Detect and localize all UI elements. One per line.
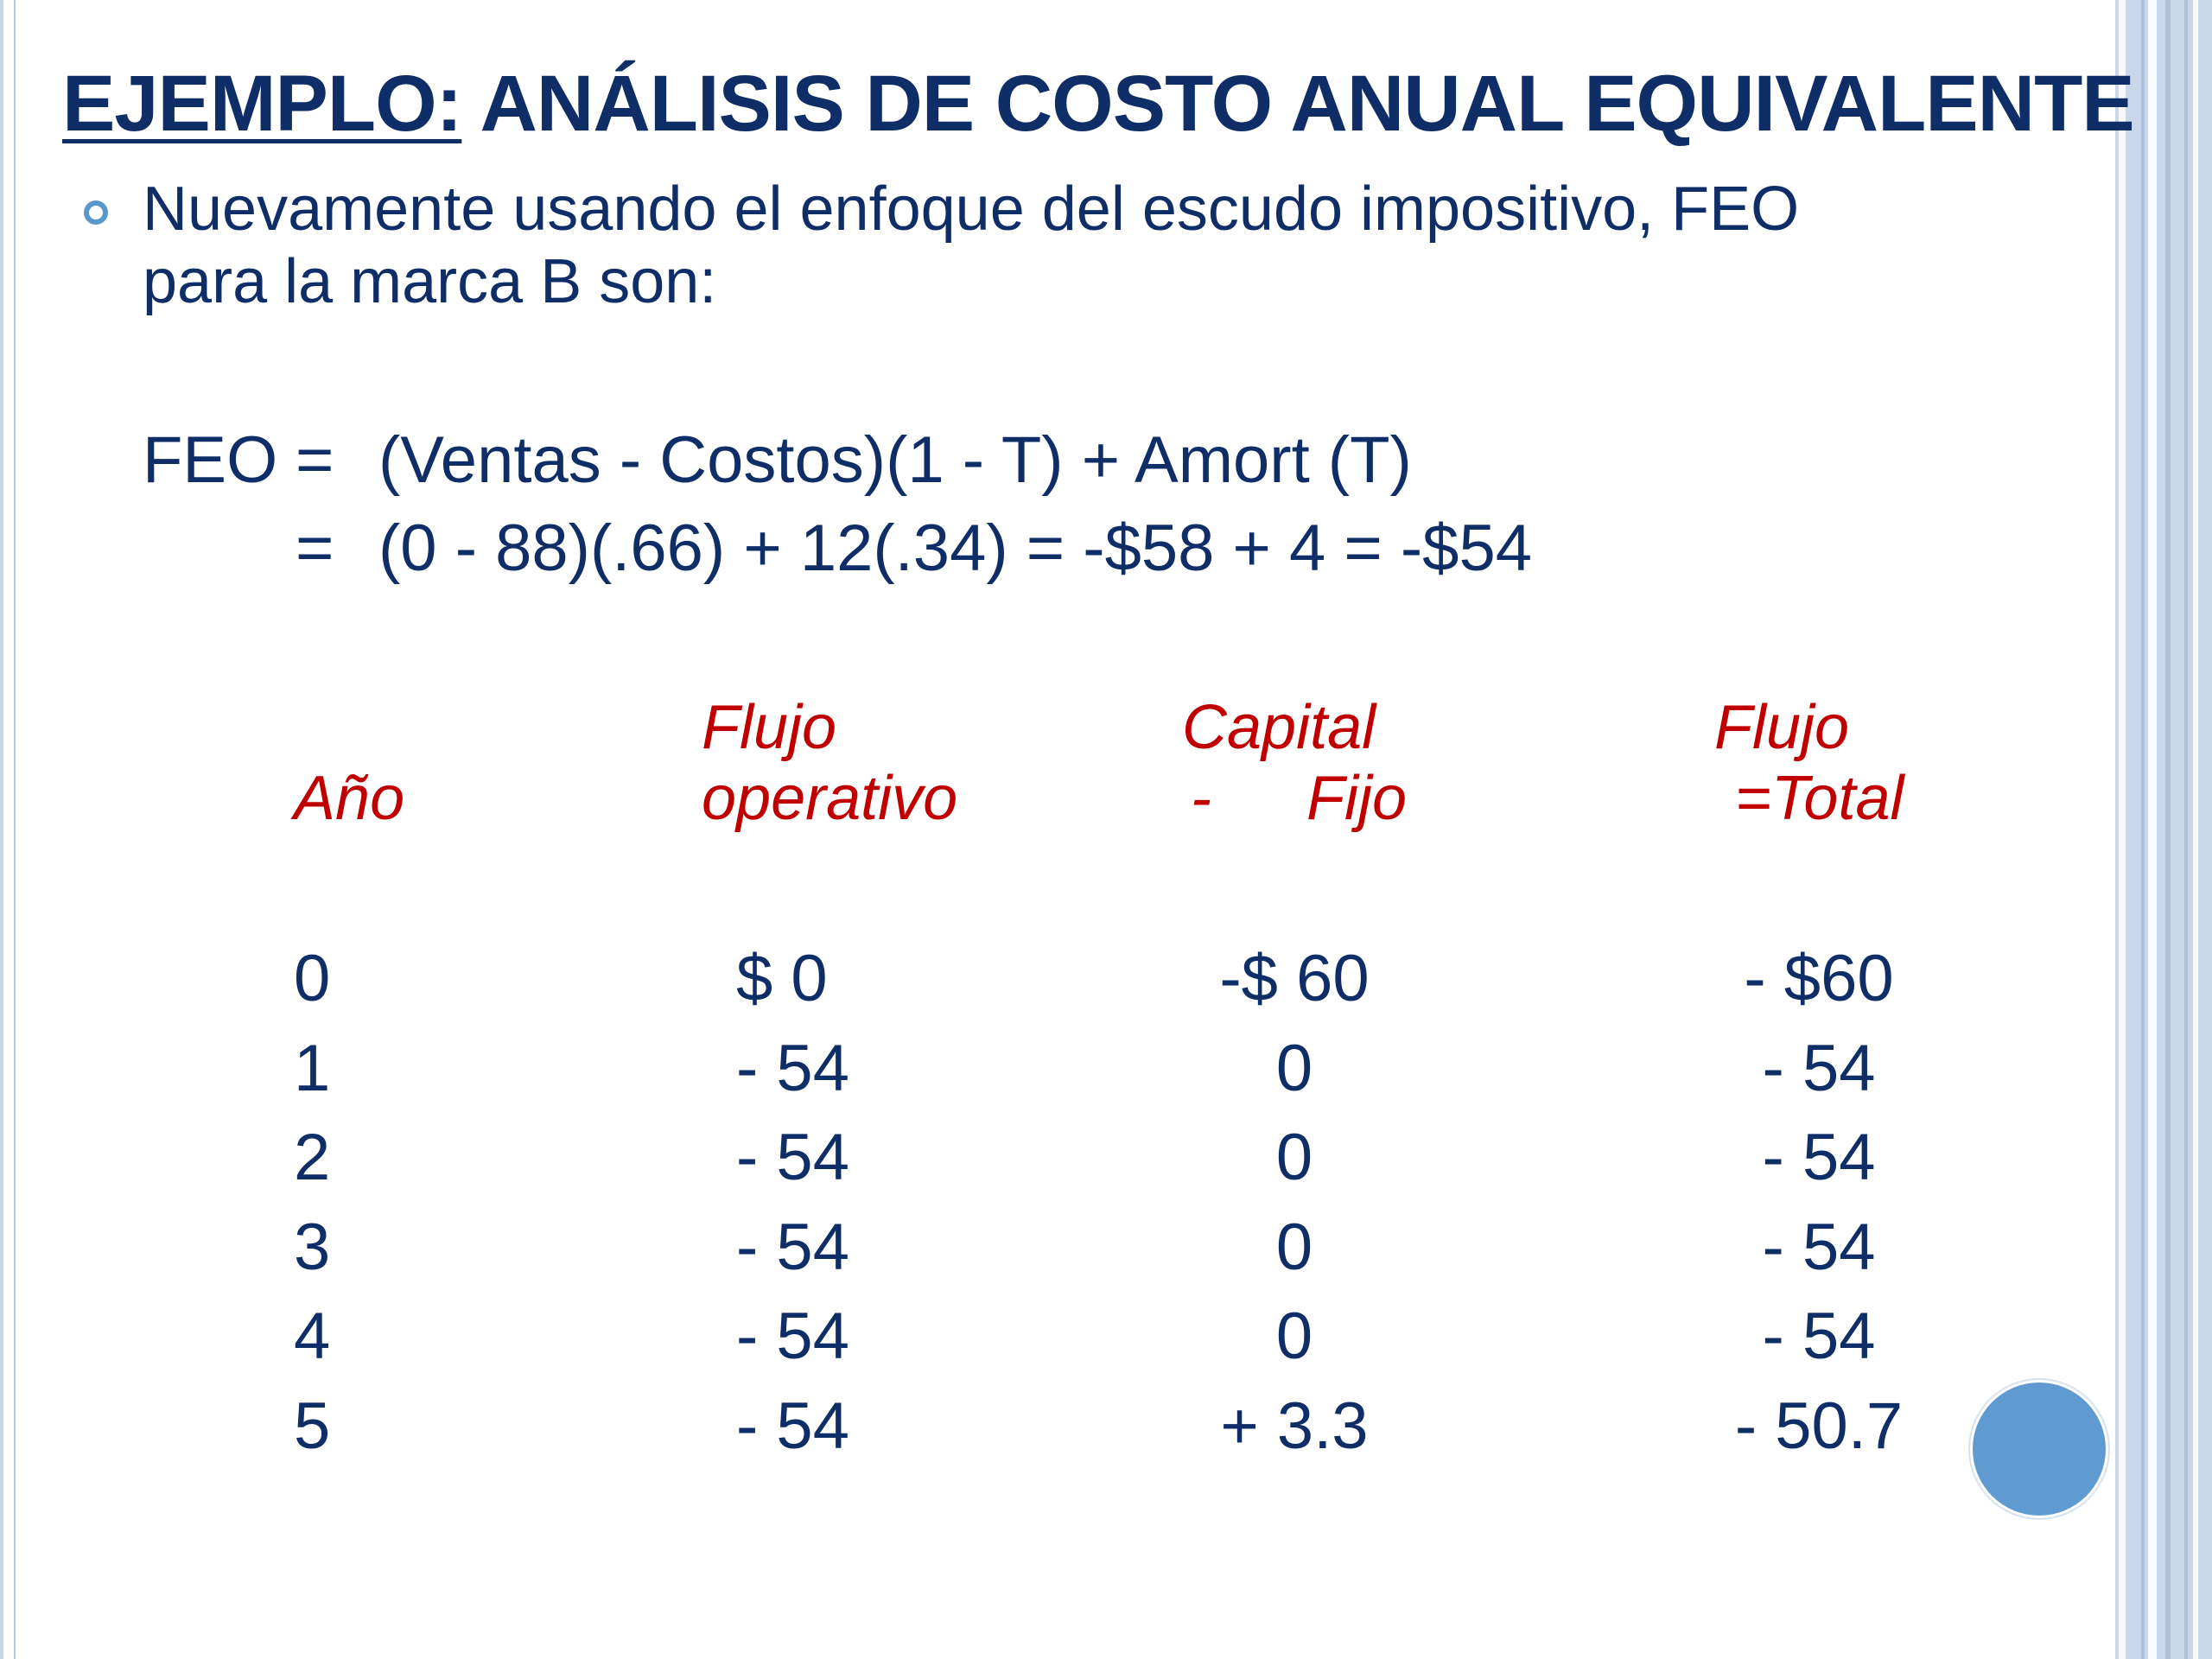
cell-total-flow: - 54 [1762, 1210, 1876, 1284]
title-underlined: EJEMPLO: [62, 60, 462, 148]
bullet-line-1: Nuevamente usando el enfoque del escudo … [143, 175, 1800, 244]
header-capital-minus: - [1191, 764, 1211, 833]
frame-border-left [0, 0, 3, 1659]
cell-fixed-capital: 0 [1275, 1031, 1313, 1105]
cell-total-flow: - 54 [1762, 1300, 1876, 1373]
cell-operating-flow: $ 0 [736, 942, 828, 1015]
cell-fixed-capital: -$ 60 [1219, 942, 1370, 1015]
header-capital-bottom: Fijo [1306, 764, 1408, 833]
bullet-circle-icon [84, 200, 108, 225]
header-year: Año [294, 764, 405, 833]
formula-equals-1: = [296, 423, 334, 497]
cell-year: 5 [294, 1389, 331, 1463]
cell-operating-flow: - 54 [736, 1121, 849, 1194]
cell-operating-flow: - 54 [736, 1389, 849, 1463]
cell-operating-flow: - 54 [736, 1031, 849, 1105]
cell-total-flow: - 54 [1762, 1121, 1876, 1194]
header-op-flow-top: Flujo [702, 693, 837, 762]
header-capital-top: Capital [1182, 693, 1376, 762]
header-total-top: Flujo [1714, 693, 1850, 762]
cell-total-flow: - 50.7 [1734, 1389, 1904, 1463]
frame-border-left-inner [14, 0, 16, 1659]
frame-border-right [2115, 0, 2212, 1659]
formula-rhs-2: (0 - 88)(.66) + 12(.34) = -$58 + 4 = -$5… [378, 512, 1532, 585]
cell-fixed-capital: 0 [1275, 1121, 1313, 1194]
cell-year: 0 [294, 942, 331, 1015]
cell-year: 4 [294, 1300, 331, 1373]
header-op-flow-bottom: operativo [702, 764, 958, 833]
circle-decoration [1973, 1382, 2106, 1516]
cell-year: 2 [294, 1121, 331, 1194]
cell-fixed-capital: + 3.3 [1220, 1389, 1369, 1463]
cell-total-flow: - $60 [1744, 942, 1894, 1015]
cell-operating-flow: - 54 [736, 1300, 849, 1373]
cell-operating-flow: - 54 [736, 1210, 849, 1284]
cell-fixed-capital: 0 [1275, 1210, 1313, 1284]
formula-equals-2: = [296, 512, 334, 585]
cell-year: 1 [294, 1031, 331, 1105]
cell-total-flow: - 54 [1762, 1031, 1876, 1105]
formula-lhs: FEO [143, 423, 278, 497]
bullet-text: Nuevamente usando el enfoque del escudo … [143, 173, 2078, 318]
formula-rhs-1: (Ventas - Costos)(1 - T) + Amort (T) [378, 423, 1412, 497]
cell-fixed-capital: 0 [1275, 1300, 1313, 1373]
title-rest: ANÁLISIS DE COSTO ANUAL EQUIVALENTE [461, 60, 2134, 148]
bullet-line-2: para la marca B son: [143, 247, 717, 316]
slide-title: EJEMPLO: ANÁLISIS DE COSTO ANUAL EQUIVAL… [62, 52, 2135, 156]
header-total-bottom: =Total [1735, 764, 1904, 833]
cell-year: 3 [294, 1210, 331, 1284]
